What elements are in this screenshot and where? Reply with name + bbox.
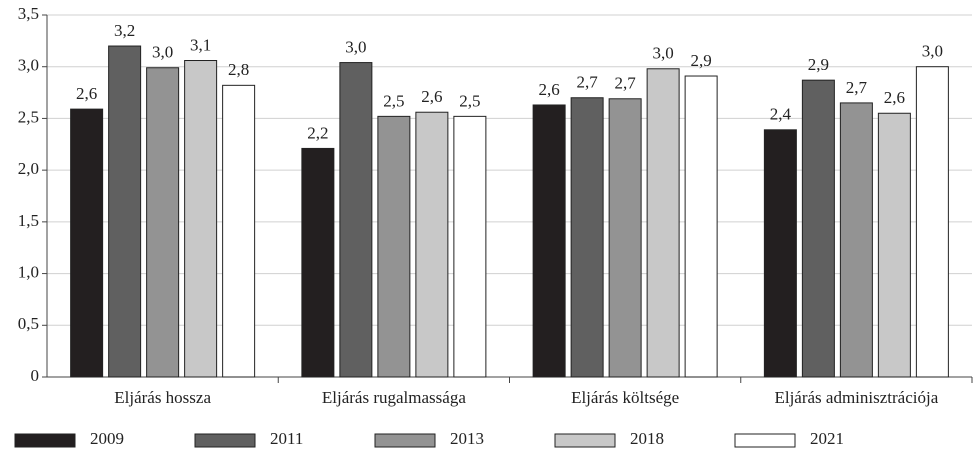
value-label: 3,2 <box>114 21 135 40</box>
value-label: 2,6 <box>884 88 905 107</box>
value-label: 2,7 <box>577 73 599 92</box>
bar <box>301 147 335 378</box>
value-label: 2,5 <box>383 91 404 110</box>
y-tick-label: 2,0 <box>18 159 39 178</box>
value-label: 2,9 <box>808 55 829 74</box>
bar <box>453 115 487 378</box>
value-label: 3,0 <box>345 37 366 56</box>
legend-swatch <box>14 433 76 448</box>
legend-swatch <box>734 433 796 448</box>
value-label: 2,7 <box>846 78 868 97</box>
value-label: 3,1 <box>190 35 211 54</box>
y-tick-label: 1,0 <box>18 262 39 281</box>
value-label: 2,9 <box>691 51 712 70</box>
legend-label: 2013 <box>450 429 484 448</box>
value-label: 3,0 <box>152 43 173 62</box>
value-label: 2,6 <box>539 80 560 99</box>
bar <box>877 112 911 378</box>
value-label: 3,0 <box>653 44 674 63</box>
bar <box>801 79 835 378</box>
value-label: 2,4 <box>770 105 792 124</box>
x-tick-label: Eljárás rugalmassága <box>322 388 466 407</box>
value-label: 2,6 <box>76 84 97 103</box>
bar <box>108 45 142 378</box>
y-tick-label: 0 <box>31 366 40 385</box>
legend-label: 2011 <box>270 429 303 448</box>
legend-label: 2009 <box>90 429 124 448</box>
y-tick-label: 3,0 <box>18 56 39 75</box>
bar <box>608 98 642 378</box>
x-tick-label: Eljárás költsége <box>571 388 679 407</box>
value-label: 2,7 <box>615 74 637 93</box>
value-label: 2,8 <box>228 60 249 79</box>
bar <box>763 129 797 378</box>
x-tick-label: Eljárás adminisztrációja <box>774 388 938 407</box>
bar <box>184 60 218 378</box>
bar <box>684 75 718 378</box>
value-label: 3,0 <box>922 42 943 61</box>
value-label: 2,2 <box>307 123 328 142</box>
value-label: 2,5 <box>459 91 480 110</box>
value-label: 2,6 <box>421 87 442 106</box>
bar <box>646 68 680 378</box>
bar <box>415 111 449 378</box>
bar <box>839 102 873 378</box>
bar <box>222 84 256 378</box>
legend-label: 2018 <box>630 429 664 448</box>
bar <box>339 62 373 378</box>
bar <box>377 115 411 378</box>
legend-swatch <box>374 433 436 448</box>
y-tick-label: 1,5 <box>18 211 39 230</box>
bar <box>70 108 104 378</box>
y-tick-label: 3,5 <box>18 4 39 23</box>
legend-label: 2021 <box>810 429 844 448</box>
y-tick-label: 0,5 <box>18 314 39 333</box>
bar <box>915 66 949 378</box>
bar <box>532 104 566 378</box>
x-tick-label: Eljárás hossza <box>114 388 211 407</box>
legend-swatch <box>554 433 616 448</box>
bar <box>570 97 604 378</box>
legend-swatch <box>194 433 256 448</box>
bar <box>146 67 180 378</box>
y-tick-label: 2,5 <box>18 107 39 126</box>
